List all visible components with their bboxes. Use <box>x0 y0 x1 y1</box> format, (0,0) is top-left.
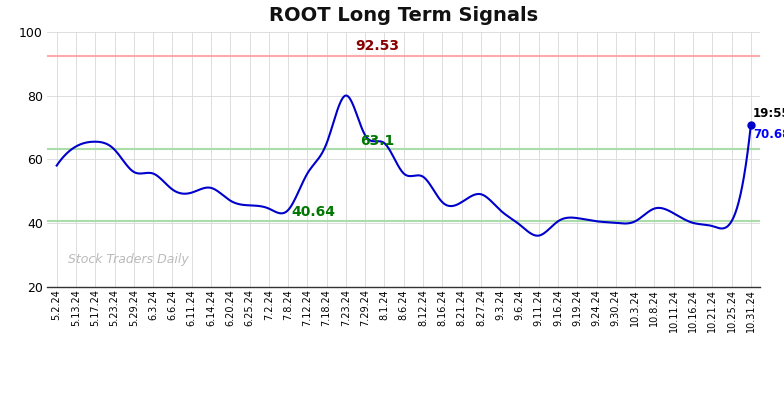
Text: 40.64: 40.64 <box>292 205 336 219</box>
Text: 19:55: 19:55 <box>753 107 784 121</box>
Text: 63.1: 63.1 <box>361 134 395 148</box>
Title: ROOT Long Term Signals: ROOT Long Term Signals <box>269 6 539 25</box>
Text: 70.68: 70.68 <box>753 129 784 141</box>
Text: 92.53: 92.53 <box>356 39 400 53</box>
Text: Stock Traders Daily: Stock Traders Daily <box>68 253 189 266</box>
